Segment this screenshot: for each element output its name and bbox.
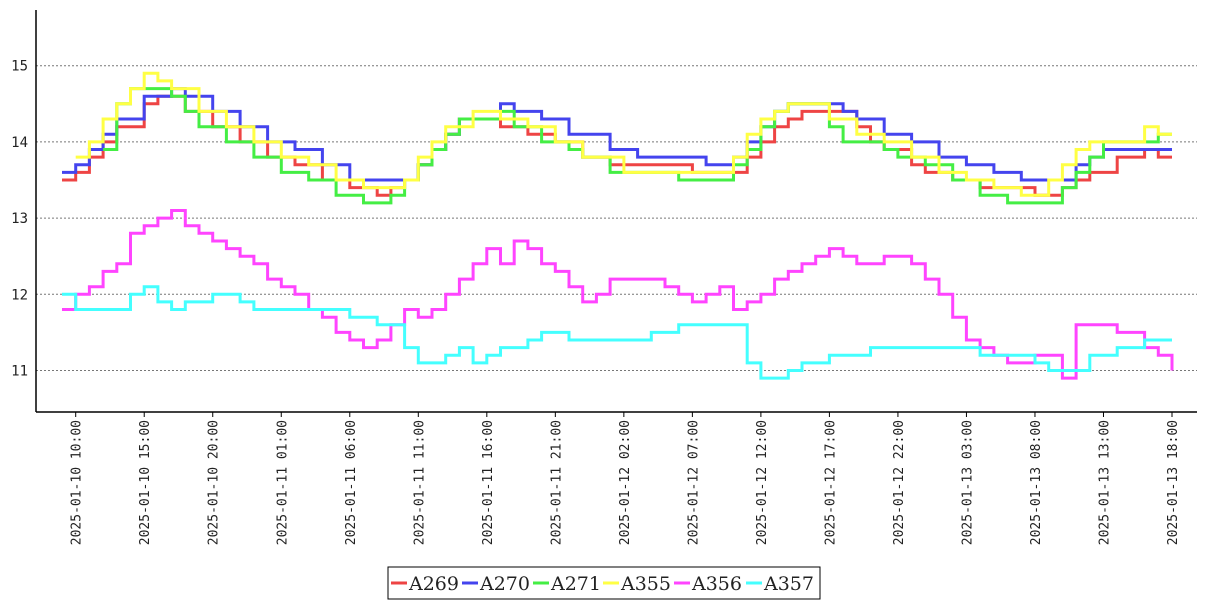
x-tick-label: 2025-01-10 10:00 — [70, 420, 85, 545]
x-tick-label: 2025-01-11 01:00 — [275, 420, 290, 545]
y-tick-label: 12 — [11, 287, 28, 303]
x-tick-label: 2025-01-10 20:00 — [207, 420, 222, 545]
y-tick-labels: 11 12 13 14 15 — [11, 59, 28, 380]
legend-label: A270 — [479, 573, 530, 595]
series-line-A356 — [62, 209, 1174, 380]
x-tick-label: 2025-01-12 02:00 — [618, 420, 633, 545]
legend-label: A356 — [691, 573, 742, 595]
x-tick-label: 2025-01-11 06:00 — [344, 420, 359, 545]
x-tick-label: 2025-01-10 15:00 — [138, 420, 153, 545]
x-tick-label: 2025-01-12 12:00 — [755, 420, 770, 545]
x-tick-label: 2025-01-12 17:00 — [823, 420, 838, 545]
x-tick-label: 2025-01-13 08:00 — [1029, 420, 1044, 545]
series-line-A271 — [103, 87, 1172, 205]
x-tick-label: 2025-01-12 22:00 — [892, 420, 907, 545]
x-tick-label: 2025-01-12 07:00 — [686, 420, 701, 545]
x-tick-labels: 2025-01-10 10:00 2025-01-10 15:00 2025-01-… — [70, 412, 1181, 545]
series-line-A357 — [62, 285, 1172, 380]
legend-label: A357 — [763, 573, 814, 595]
x-tick-label: 2025-01-13 13:00 — [1097, 420, 1112, 545]
series-line-A355 — [75, 71, 1172, 197]
y-tick-label: 14 — [11, 135, 28, 151]
y-tick-label: 11 — [11, 364, 28, 380]
x-tick-label: 2025-01-11 21:00 — [549, 420, 564, 545]
legend: A269 A270 A271 A355 A356 A357 — [387, 566, 821, 600]
legend-label: A269 — [408, 573, 459, 595]
x-tick-label: 2025-01-11 16:00 — [481, 420, 496, 545]
y-tick-label: 13 — [11, 211, 28, 227]
x-tick-label: 2025-01-11 11:00 — [412, 420, 427, 545]
x-tick-label: 2025-01-13 18:00 — [1166, 420, 1181, 545]
series-lines — [62, 71, 1174, 380]
legend-label: A355 — [620, 573, 671, 595]
y-tick-label: 15 — [11, 59, 28, 75]
legend-label: A271 — [550, 573, 601, 595]
x-tick-label: 2025-01-13 03:00 — [960, 420, 975, 545]
